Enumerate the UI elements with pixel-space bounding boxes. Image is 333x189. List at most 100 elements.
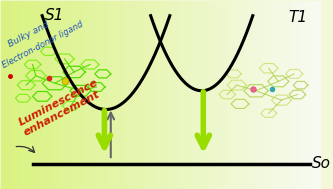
- Bar: [305, 1, 307, 188]
- Bar: [47, 1, 49, 188]
- Bar: [122, 1, 124, 188]
- Bar: [108, 1, 109, 188]
- Bar: [253, 1, 254, 188]
- Bar: [296, 1, 297, 188]
- Bar: [262, 1, 264, 188]
- Bar: [318, 1, 320, 188]
- Bar: [315, 1, 317, 188]
- Bar: [166, 1, 168, 188]
- Bar: [1, 1, 2, 188]
- Bar: [101, 1, 103, 188]
- Bar: [152, 1, 154, 188]
- Bar: [17, 1, 18, 188]
- Bar: [234, 1, 235, 188]
- Bar: [10, 1, 12, 188]
- Bar: [289, 1, 291, 188]
- Bar: [124, 1, 125, 188]
- Bar: [216, 1, 218, 188]
- Bar: [312, 1, 313, 188]
- Bar: [23, 1, 25, 188]
- Bar: [194, 1, 195, 188]
- Bar: [33, 1, 34, 188]
- Bar: [95, 1, 97, 188]
- Bar: [165, 1, 166, 188]
- Bar: [20, 1, 21, 188]
- Bar: [221, 1, 222, 188]
- Bar: [125, 1, 127, 188]
- Bar: [119, 1, 120, 188]
- Bar: [128, 1, 130, 188]
- Bar: [238, 1, 240, 188]
- Bar: [229, 1, 230, 188]
- Bar: [313, 1, 315, 188]
- Bar: [171, 1, 173, 188]
- Bar: [265, 1, 267, 188]
- Bar: [130, 1, 132, 188]
- Bar: [7, 1, 9, 188]
- Bar: [226, 1, 227, 188]
- Bar: [120, 1, 122, 188]
- Bar: [12, 1, 13, 188]
- Bar: [178, 1, 179, 188]
- Bar: [301, 1, 302, 188]
- Bar: [100, 1, 101, 188]
- Bar: [87, 1, 89, 188]
- Bar: [159, 1, 160, 188]
- Bar: [174, 1, 176, 188]
- Bar: [240, 1, 241, 188]
- Bar: [81, 1, 82, 188]
- Bar: [224, 1, 226, 188]
- Bar: [211, 1, 213, 188]
- Bar: [49, 1, 50, 188]
- Bar: [26, 1, 28, 188]
- Bar: [251, 1, 253, 188]
- Bar: [156, 1, 157, 188]
- Bar: [218, 1, 219, 188]
- Bar: [98, 1, 100, 188]
- Bar: [41, 1, 42, 188]
- Bar: [202, 1, 203, 188]
- Bar: [257, 1, 259, 188]
- Bar: [176, 1, 178, 188]
- Bar: [97, 1, 98, 188]
- Bar: [291, 1, 293, 188]
- Text: So: So: [312, 156, 331, 171]
- Bar: [227, 1, 229, 188]
- Bar: [293, 1, 294, 188]
- Bar: [232, 1, 234, 188]
- Bar: [151, 1, 152, 188]
- Bar: [127, 1, 128, 188]
- Bar: [149, 1, 151, 188]
- Bar: [117, 1, 119, 188]
- Bar: [4, 1, 5, 188]
- Bar: [76, 1, 77, 188]
- Bar: [44, 1, 45, 188]
- Text: S1: S1: [45, 8, 65, 23]
- Bar: [104, 1, 106, 188]
- Bar: [5, 1, 7, 188]
- Bar: [277, 1, 278, 188]
- Bar: [29, 1, 31, 188]
- Bar: [93, 1, 95, 188]
- Bar: [200, 1, 202, 188]
- Bar: [283, 1, 285, 188]
- Bar: [31, 1, 33, 188]
- Bar: [197, 1, 198, 188]
- Bar: [245, 1, 246, 188]
- Bar: [65, 1, 66, 188]
- Bar: [60, 1, 61, 188]
- Bar: [116, 1, 117, 188]
- Bar: [297, 1, 299, 188]
- Bar: [210, 1, 211, 188]
- Bar: [148, 1, 149, 188]
- Bar: [184, 1, 186, 188]
- Bar: [74, 1, 76, 188]
- Bar: [136, 1, 138, 188]
- Bar: [264, 1, 265, 188]
- Bar: [39, 1, 41, 188]
- Bar: [111, 1, 112, 188]
- Bar: [181, 1, 182, 188]
- Bar: [69, 1, 71, 188]
- Bar: [219, 1, 221, 188]
- Bar: [36, 1, 37, 188]
